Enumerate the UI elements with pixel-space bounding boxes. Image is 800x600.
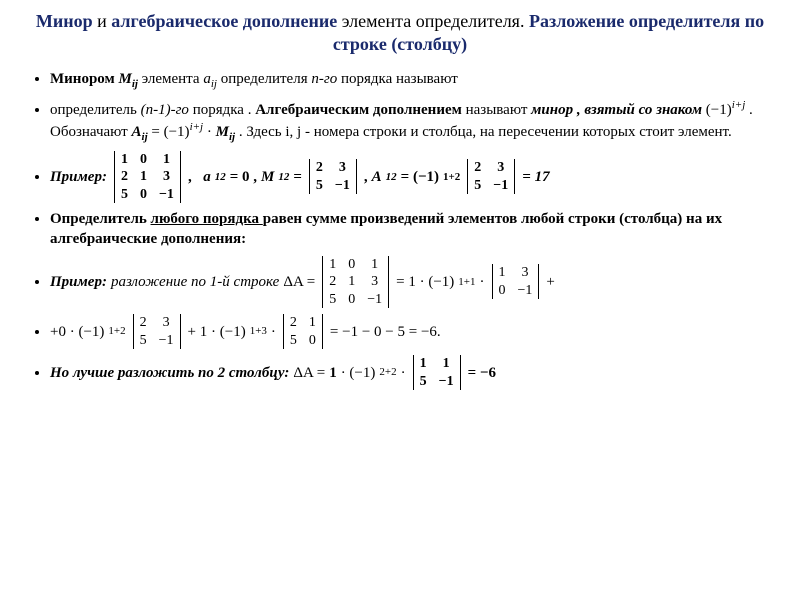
b5-dA: ΔA = xyxy=(283,272,315,292)
b2-n1: (n-1)-го xyxy=(141,102,189,118)
b3-aeq: = 0 , xyxy=(230,167,257,187)
b3-A12: 12 xyxy=(386,170,397,185)
b7-p1: Но лучше разложить по 2 столбцу: xyxy=(50,363,289,383)
b2-ipj: i+j xyxy=(732,99,746,111)
b2-p3: называют xyxy=(466,102,532,118)
b7-e: 2+2 xyxy=(379,365,396,380)
b2-Mij: ij xyxy=(229,131,235,143)
b1-aij: ij xyxy=(211,78,217,90)
b1-ngo: n-го xyxy=(311,71,337,87)
b6-p2: + 1 · (−1) xyxy=(188,322,246,342)
b2-p2: порядка . xyxy=(193,102,256,118)
bullet-list: Минором Mij элемента aij определителя n-… xyxy=(50,69,772,390)
title-sep2: элемента определителя. xyxy=(337,11,529,31)
title-part2: алгебраическое дополнение xyxy=(111,11,337,31)
bullet-2: определитель (n-1)-го порядка . Алгебраи… xyxy=(50,98,772,145)
title-sep1: и xyxy=(93,11,112,31)
b1-tail: порядка называют xyxy=(341,71,458,87)
b2-p1: определитель xyxy=(50,102,141,118)
b3-a12: 12 xyxy=(215,170,226,185)
b2-Aij: ij xyxy=(142,131,148,143)
b5-label: Пример: xyxy=(50,272,107,292)
b7-p3: · (−1) xyxy=(341,363,376,383)
b5-txt: разложение по 1-й строке xyxy=(111,272,279,292)
b7-one: 1 xyxy=(329,363,337,383)
b6-res: = −1 − 0 − 5 = −6. xyxy=(330,322,441,342)
b2-A: A xyxy=(132,124,142,140)
b7-dot: · xyxy=(401,363,406,383)
b4-p1: Определитель xyxy=(50,211,151,227)
b2-eq: = (−1) xyxy=(151,124,189,140)
bullet-5: Пример: разложение по 1-й строке ΔA = 10… xyxy=(50,256,772,309)
b2-dot: · xyxy=(207,124,216,140)
bullet-4: Определитель любого порядка равен сумме … xyxy=(50,209,772,250)
b5-det3: 101 213 50−1 xyxy=(322,256,389,309)
b7-p2: ΔA = xyxy=(293,363,325,383)
b6-e1: 1+2 xyxy=(108,324,125,339)
b2-p5: . Здесь i, j - номера строки и столбца, … xyxy=(239,124,732,140)
b6-p1: +0 · (−1) xyxy=(50,322,104,342)
b1-lead: Минором xyxy=(50,71,118,87)
bullet-1: Минором Mij элемента aij определителя n-… xyxy=(50,69,772,92)
b5-det2a: 13 0−1 xyxy=(492,264,540,299)
b5-e1: 1+1 xyxy=(458,275,475,290)
b1-ij: ij xyxy=(132,78,138,90)
b7-det2: 11 5−1 xyxy=(413,355,461,390)
b2-eq-exp: i+j xyxy=(190,121,204,133)
b1-M: M xyxy=(118,71,131,87)
b1-mid1: элемента xyxy=(142,71,204,87)
b3-comma: , xyxy=(364,167,368,187)
b2-alg: Алгебраическим дополнением xyxy=(255,102,462,118)
b3-meq: = xyxy=(293,167,302,187)
b5-eq1: = 1 · (−1) xyxy=(396,272,454,292)
b3-M: M xyxy=(261,167,274,187)
title-part1: Минор xyxy=(36,11,93,31)
b3-res: = 17 xyxy=(522,167,549,187)
b6-dot: · xyxy=(271,322,276,342)
b3-M12: 12 xyxy=(278,170,289,185)
b2-minor: минор , взятый со знаком xyxy=(531,102,702,118)
bullet-7: Но лучше разложить по 2 столбцу: ΔA = 1 … xyxy=(50,355,772,390)
b3-a: a xyxy=(203,167,211,187)
b3-det2b: 23 5−1 xyxy=(467,159,515,194)
b3-Aexp: 1+2 xyxy=(443,170,460,185)
b3-det2a: 23 5−1 xyxy=(309,159,357,194)
b3-label: Пример: xyxy=(50,167,107,187)
slide: Минор и алгебраическое дополнение элемен… xyxy=(0,0,800,600)
b3-det3: 101 213 50−1 xyxy=(114,151,181,204)
b5-plus: + xyxy=(546,272,554,292)
b7-res: = −6 xyxy=(468,363,496,383)
b3-Aexpr: = (−1) xyxy=(401,167,439,187)
b2-neg1: (−1) xyxy=(706,102,732,118)
b3-A: A xyxy=(372,167,382,187)
b5-dot: · xyxy=(480,272,485,292)
bullet-6: +0 · (−1) 1+2 23 5−1 + 1 · (−1) 1+3 · 21 5… xyxy=(50,314,772,349)
b6-det2b: 21 50 xyxy=(283,314,323,349)
b6-det2a: 23 5−1 xyxy=(133,314,181,349)
b2-M: M xyxy=(216,124,229,140)
slide-title: Минор и алгебраическое дополнение элемен… xyxy=(28,10,772,57)
b6-e2: 1+3 xyxy=(250,324,267,339)
bullet-3: Пример: 101 213 50−1 , a 12 = 0 , M 12 = 2… xyxy=(50,151,772,204)
b1-a: a xyxy=(203,71,211,87)
b4-u: любого порядка xyxy=(151,211,263,227)
b1-mid2: определителя xyxy=(221,71,312,87)
